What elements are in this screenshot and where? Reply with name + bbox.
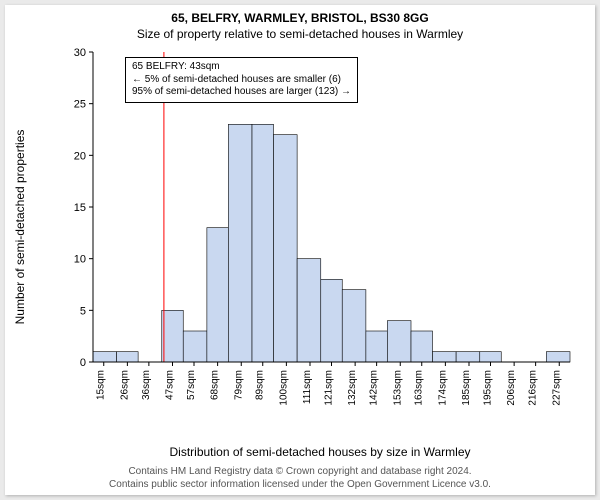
footer-line1: Contains HM Land Registry data © Crown c… xyxy=(5,466,595,479)
x-axis-label: Distribution of semi-detached houses by … xyxy=(65,445,575,459)
svg-text:100sqm: 100sqm xyxy=(278,370,289,406)
y-axis-label: Number of semi-detached properties xyxy=(13,47,29,407)
svg-text:47sqm: 47sqm xyxy=(165,370,176,400)
svg-text:206sqm: 206sqm xyxy=(506,370,517,406)
chart-card: 65, BELFRY, WARMLEY, BRISTOL, BS30 8GG S… xyxy=(5,5,595,495)
footer-attribution: Contains HM Land Registry data © Crown c… xyxy=(5,466,595,491)
svg-text:185sqm: 185sqm xyxy=(461,370,472,406)
svg-text:163sqm: 163sqm xyxy=(414,370,425,406)
svg-text:227sqm: 227sqm xyxy=(551,370,562,406)
svg-text:57sqm: 57sqm xyxy=(186,370,197,400)
chart-title-line2: Size of property relative to semi-detach… xyxy=(5,25,595,41)
svg-text:111sqm: 111sqm xyxy=(302,370,313,404)
page-root: 65, BELFRY, WARMLEY, BRISTOL, BS30 8GG S… xyxy=(0,0,600,500)
svg-text:15sqm: 15sqm xyxy=(96,370,107,400)
annotation-line1: 65 BELFRY: 43sqm xyxy=(132,61,351,74)
chart-title-line1: 65, BELFRY, WARMLEY, BRISTOL, BS30 8GG xyxy=(5,5,595,25)
plot-area: 0 5 10 15 20 25 30 15sqm 26sqm 36sqm 47sqm 57sqm 68s… xyxy=(65,47,575,407)
svg-text:79sqm: 79sqm xyxy=(233,370,244,400)
svg-text:20: 20 xyxy=(74,150,86,162)
svg-text:153sqm: 153sqm xyxy=(392,370,403,406)
svg-text:174sqm: 174sqm xyxy=(437,370,448,406)
svg-text:30: 30 xyxy=(74,47,86,59)
svg-text:216sqm: 216sqm xyxy=(528,370,539,406)
svg-text:36sqm: 36sqm xyxy=(141,370,152,400)
annotation-box: 65 BELFRY: 43sqm ← 5% of semi-detached h… xyxy=(125,57,358,103)
annotation-line3: 95% of semi-detached houses are larger (… xyxy=(132,86,351,99)
svg-text:121sqm: 121sqm xyxy=(324,370,335,406)
svg-text:25: 25 xyxy=(74,99,86,111)
svg-text:68sqm: 68sqm xyxy=(210,370,221,400)
footer-line2: Contains public sector information licen… xyxy=(5,479,595,492)
svg-text:10: 10 xyxy=(74,254,86,266)
svg-text:26sqm: 26sqm xyxy=(119,370,130,400)
svg-text:0: 0 xyxy=(80,357,86,369)
svg-text:15: 15 xyxy=(74,202,86,214)
annotation-line2: ← 5% of semi-detached houses are smaller… xyxy=(132,74,351,87)
svg-text:5: 5 xyxy=(80,305,86,317)
svg-text:89sqm: 89sqm xyxy=(255,370,266,400)
svg-text:195sqm: 195sqm xyxy=(483,370,494,406)
svg-text:132sqm: 132sqm xyxy=(347,370,358,406)
svg-text:142sqm: 142sqm xyxy=(369,370,380,406)
